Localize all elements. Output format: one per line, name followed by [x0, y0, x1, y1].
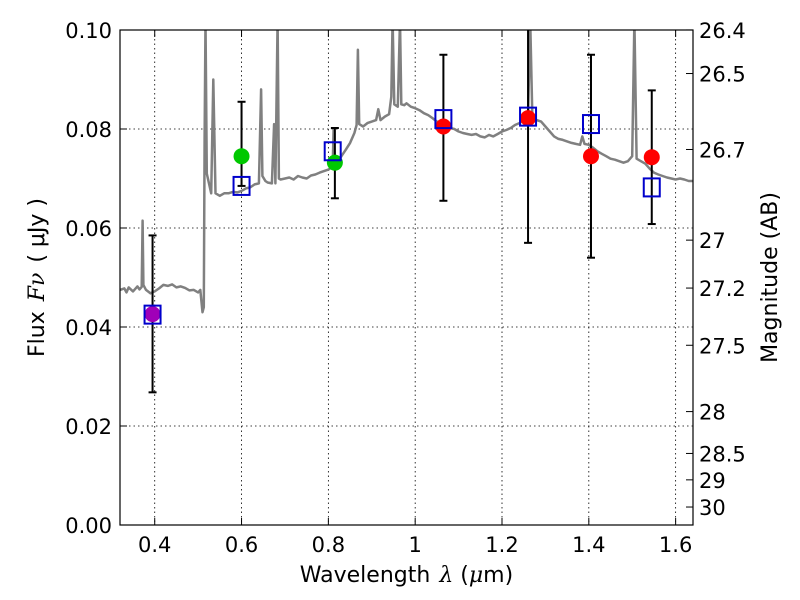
x-axis-label: Wavelength λ (μm) [300, 563, 513, 588]
x-tick-label: 1 [408, 533, 421, 557]
y-axis-label-symbol: Fν [25, 273, 50, 303]
model-photometry-square [323, 141, 342, 162]
y-axis-label-text: Flux [25, 311, 50, 357]
y2-axis-label: Magnitude (AB) [758, 192, 783, 363]
model-photometry-square [581, 114, 600, 135]
x-axis-label-symbol: λ [438, 563, 453, 588]
x-tick-label: 1.6 [659, 533, 692, 557]
x-tick-label: 0.4 [138, 533, 171, 557]
x-tick-label: 0.8 [312, 533, 345, 557]
y-axis-label-unit: ( μJy ) [25, 198, 50, 263]
ticks: 0.4 0.6 0.8 1 1.2 1.4 1.6 0.00 0.02 0.04 0.06 0.08 0… [65, 19, 746, 557]
x-tick-label: 0.6 [225, 533, 258, 557]
y-tick-label: 0.06 [65, 217, 112, 241]
y2-tick-label: 29 [699, 469, 726, 493]
y2-tick-label: 26.7 [699, 138, 746, 162]
x-tick-label: 1.2 [485, 533, 518, 557]
data-point-optical [233, 148, 250, 165]
y-tick-label: 0.08 [65, 118, 112, 142]
y2-tick-label: 27.5 [699, 334, 746, 358]
plot-frame [119, 29, 694, 526]
data-point-blue-band [144, 306, 161, 323]
model-photometry-square [143, 304, 162, 325]
x-axis-label-unit-open: ( [460, 563, 469, 588]
x-axis-label-text: Wavelength [300, 563, 431, 588]
y2-tick-label: 30 [699, 496, 726, 520]
data-point-near-ir [520, 110, 537, 127]
y-axis-label: Flux Fν ( μJy ) [25, 198, 50, 357]
y-tick-label: 0.02 [65, 415, 112, 439]
model-photometry-square [642, 177, 661, 198]
y2-tick-label: 26.4 [699, 19, 746, 43]
data-point-near-ir [435, 118, 452, 135]
x-axis-label-unit-mu: μ [469, 563, 483, 588]
model-photometry-square [434, 109, 453, 130]
grid [120, 30, 693, 525]
model-photometry-square [519, 106, 538, 127]
model-spectrum-layer [120, 30, 693, 314]
y2-tick-label: 28.5 [699, 442, 746, 466]
y2-tick-label: 26.5 [699, 63, 746, 87]
y2-tick-label: 27.2 [699, 277, 746, 301]
model-photometry-square [232, 175, 251, 196]
data-point-near-ir [643, 149, 660, 166]
y-tick-label: 0.10 [65, 19, 112, 43]
data-point-optical [326, 154, 343, 171]
x-axis-label-unit-rest: m) [483, 563, 513, 588]
data-point-near-ir [582, 148, 599, 165]
model-spectrum-line [120, 30, 693, 314]
y-tick-label: 0.04 [65, 316, 112, 340]
y2-tick-label: 27 [699, 229, 726, 253]
x-tick-label: 1.4 [572, 533, 605, 557]
y2-tick-label: 28 [699, 401, 726, 425]
marker-layer [143, 106, 661, 325]
y-tick-label: 0.00 [65, 514, 112, 538]
